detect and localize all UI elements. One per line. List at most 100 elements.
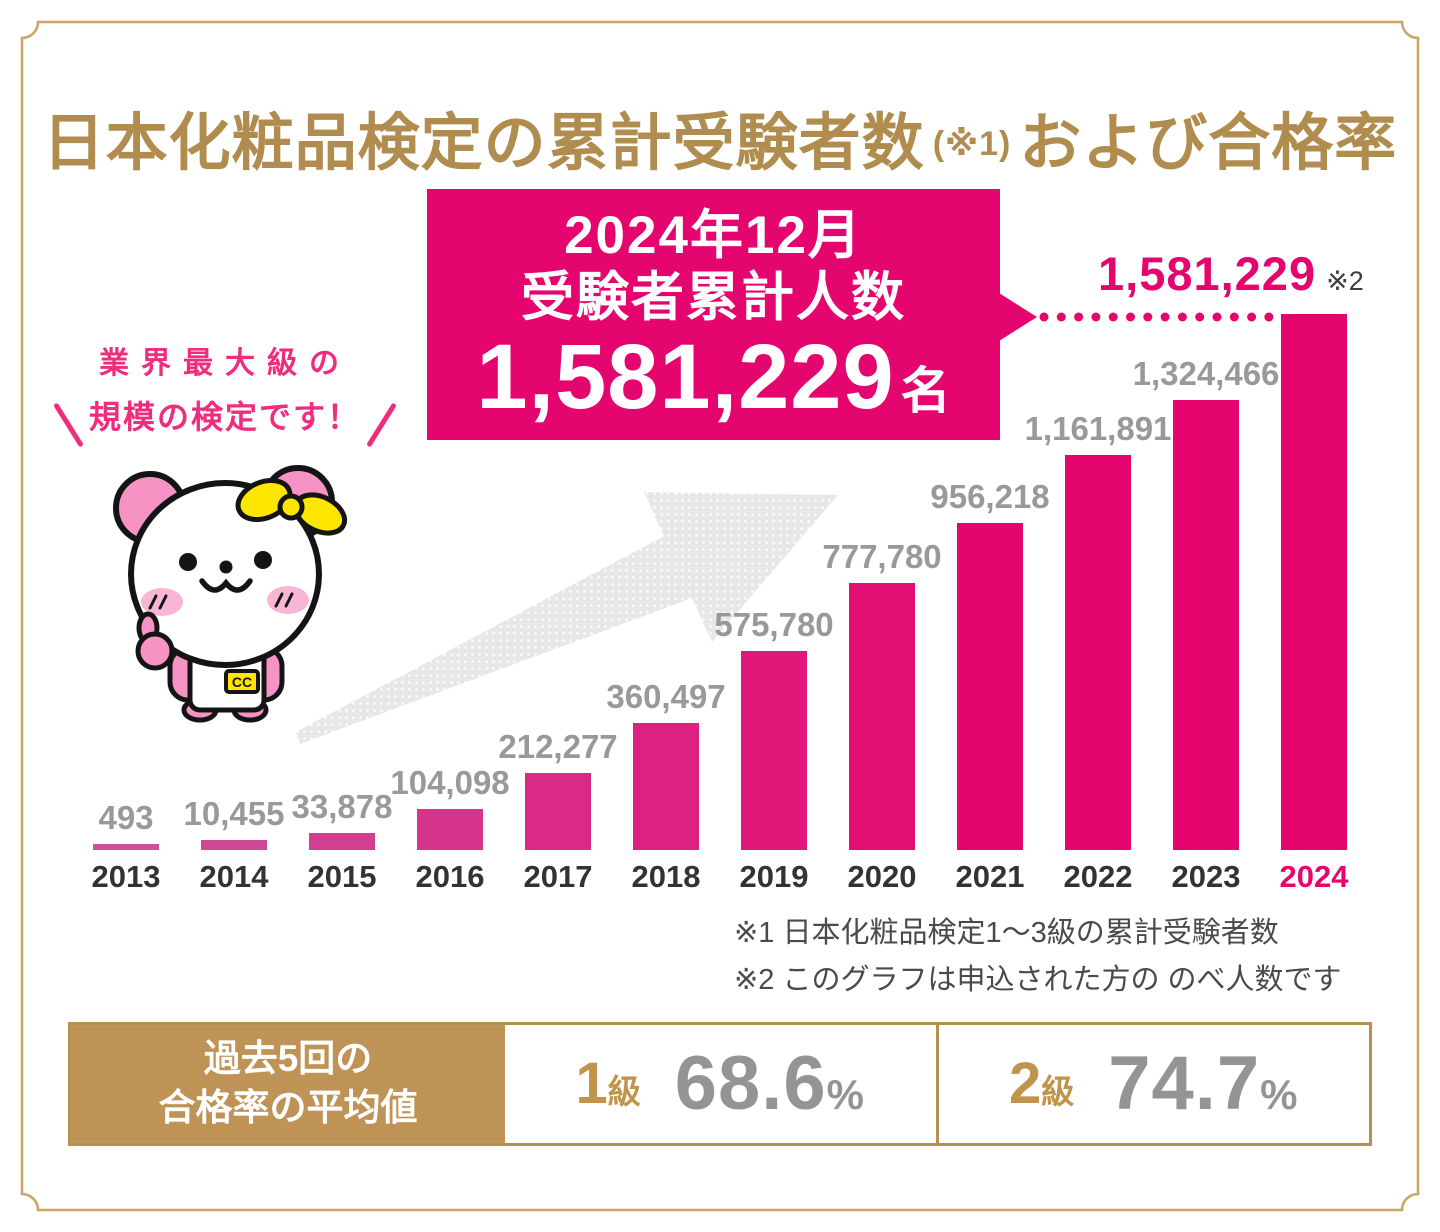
bar-value-label-2014: 10,455 [183,795,285,832]
bar-group-2013: 493 2013 [72,250,180,896]
callout-line2: 受験者累計人数 [521,267,906,327]
year-label-2015: 2015 [307,859,377,894]
callout-number-unit: 名 [900,362,951,419]
bar-2022 [1065,455,1131,850]
grade1-suffix: 級 [607,1073,641,1110]
bar-group-2024: 2024 [1260,250,1368,896]
pass-rate-header: 過去5回の 合格率の平均値 [71,1025,505,1143]
callout-pointer-icon [999,293,1037,341]
peak-callout-box: 2024年12月 受験者累計人数 1,581,229 名 [427,189,1000,440]
pass-rate-grade2-cell: 2級 74.7% [935,1025,1369,1143]
mascot-right-eye [254,551,272,569]
bar-2015 [309,833,375,850]
mascot-mouth [199,578,253,593]
bar-group-2014: 10,455 2014 [180,250,288,896]
bar-2019 [741,651,807,850]
bubble-line1: 業界最大級の [99,347,351,380]
bar-value-label-2021: 956,218 [930,478,1050,515]
pass-rate-table: 過去5回の 合格率の平均値 1級 68.6% 2級 74.7% [68,1022,1372,1146]
bar-value-label-2019: 575,780 [714,606,834,643]
year-label-2024: 2024 [1279,859,1349,894]
year-label-2023: 2023 [1171,859,1241,894]
page-title: 日本化粧品検定の累計受験者数 (※1) および合格率 [0,92,1440,182]
callout-number: 1,581,229 [476,325,895,428]
year-label-2018: 2018 [631,859,701,894]
bar-value-label-2018: 360,497 [606,678,726,715]
mascot-right-cheek-marks [274,592,294,608]
bar-group-2016: 104,098 2016 [390,250,509,896]
year-label-2021: 2021 [955,859,1025,894]
bubble-line2: 規模の検定です！ [88,399,361,435]
grade1-rate-number: 68.6 [674,1041,827,1126]
bar-2014 [201,840,267,850]
bar-group-2019: 575,780 2019 [714,250,833,896]
mascot-badge [224,669,260,694]
footnote-1: ※1 日本化粧品検定1〜3級の累計受験者数 [734,917,1279,949]
mascot-head [128,480,322,668]
year-label-2017: 2017 [523,859,593,894]
bar-2017 [525,773,591,850]
mascot-left-cheek-marks [148,594,168,610]
mascot-paw [135,631,175,671]
grade2-rate-number: 74.7 [1108,1041,1261,1126]
bar-value-label-2023: 1,324,466 [1132,355,1280,392]
bar-group-2018: 360,497 2018 [606,250,725,896]
bar-2016 [417,809,483,850]
bar-value-label-2015: 33,878 [291,788,393,825]
year-label-2016: 2016 [415,859,485,894]
grade1-number: 1 [575,1051,608,1116]
footnotes: ※1 日本化粧品検定1〜3級の累計受験者数 ※2 このグラフは申込された方の の… [734,910,1342,1004]
year-label-2013: 2013 [91,859,161,894]
bar-value-label-2020: 777,780 [822,538,942,575]
mascot-bow-left-lobe [235,477,293,523]
bar-value-label-2013: 493 [98,799,154,836]
grade1-rate-unit: % [826,1071,866,1118]
bar-2013 [93,844,159,850]
mascot-badge-text: CC [232,674,252,690]
bar-value-label-2016: 104,098 [390,764,510,801]
year-label-2019: 2019 [739,859,809,894]
mascot-nose [219,560,233,574]
footnote-2: ※2 このグラフは申込された方の のべ人数です [734,963,1342,996]
year-label-2014: 2014 [199,859,269,894]
pass-rate-grade1-cell: 1級 68.6% [505,1025,936,1143]
bar-2024 [1281,314,1347,850]
title-suffix: および合格率 [1019,108,1398,178]
bar-2018 [633,723,699,850]
pass-rate-header-line1: 過去5回の [203,1038,373,1080]
speech-bubble: 業界最大級の 規模の検定です！ [53,338,397,448]
dotted-connector-line [1039,312,1291,322]
bar-value-label-2022: 1,161,891 [1024,410,1172,447]
mascot-left-eye [179,553,197,571]
year-label-2020: 2020 [847,859,917,894]
peak-footnote-marker: ※2 [1326,266,1364,296]
title-footnote-marker: (※1) [932,124,1012,163]
title-main: 日本化粧品検定の累計受験者数 [42,108,925,178]
grade2-number: 2 [1008,1051,1042,1116]
year-label-2022: 2022 [1063,859,1133,894]
grade2-label: 2級 [1009,1055,1074,1113]
bar-2020 [849,583,915,850]
bar-value-label-2017: 212,277 [498,728,618,765]
peak-value: 1,581,229 [1098,247,1317,300]
bar-group-2015: 33,878 2015 [288,250,396,896]
peak-value-label: 1,581,229 ※2 [1098,246,1364,301]
bar-group-2022: 1,161,891 2022 [1025,250,1172,896]
mascot-bear-illustration: CC [113,465,348,723]
bar-group-2017: 212,277 2017 [498,250,617,896]
grade1-rate: 68.6% [675,1046,865,1122]
grade1-label: 1級 [575,1055,640,1113]
grade2-suffix: 級 [1041,1073,1075,1110]
bar-2023 [1173,400,1239,850]
mascot-bow-knot [277,493,305,521]
callout-line1: 2024年12月 [564,205,863,265]
bar-2021 [957,523,1023,850]
grade2-rate-unit: % [1260,1071,1299,1118]
bar-chart: 493 2013 10,455 2014 33,878 2015 104,098 2016 21… [72,250,1368,896]
grade2-rate: 74.7% [1108,1046,1298,1122]
callout-number-row: 1,581,229 名 [476,325,951,428]
pass-rate-header-line2: 合格率の平均値 [158,1087,418,1128]
